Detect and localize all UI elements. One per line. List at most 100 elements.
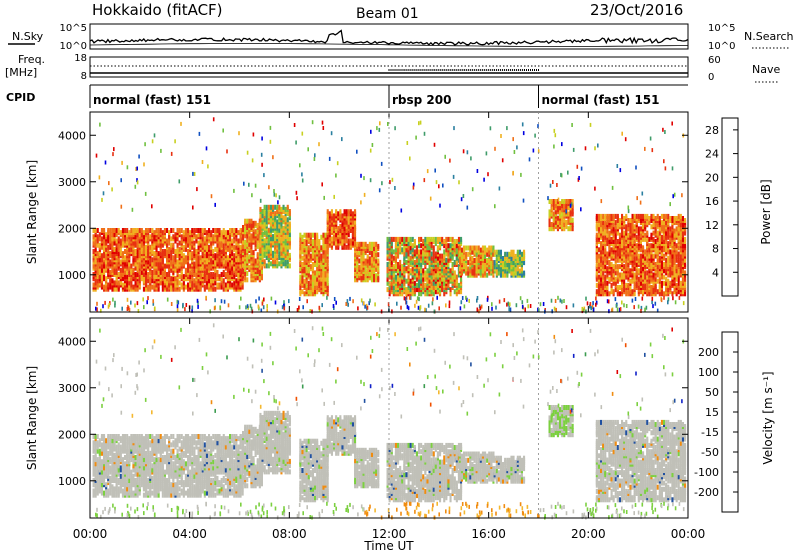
station-title: Hokkaido (fitACF) — [92, 1, 223, 19]
date-title: 23/Oct/2016 — [590, 1, 683, 19]
power-cell — [337, 230, 340, 236]
power-cell — [639, 213, 642, 219]
power-cell — [107, 282, 110, 288]
power-cell — [299, 278, 302, 284]
power-cell — [510, 270, 513, 276]
power-cell — [201, 236, 204, 242]
power-cell — [375, 262, 378, 268]
power-cell — [552, 211, 555, 217]
power-cell — [631, 213, 634, 219]
power-cell — [242, 243, 245, 249]
power-cell — [608, 276, 611, 282]
power-cell — [368, 241, 371, 247]
power-cell — [235, 240, 238, 246]
power-cell — [286, 217, 289, 223]
power-cell — [364, 241, 367, 247]
power-cell — [299, 274, 302, 280]
power-cell — [284, 206, 287, 212]
power-cell — [280, 221, 283, 227]
power-cell — [366, 254, 369, 260]
power-cell — [145, 249, 148, 254]
power-cell — [276, 219, 279, 225]
power-cell — [595, 213, 598, 219]
power-cell — [259, 234, 262, 240]
power-cell — [233, 228, 236, 233]
power-cell — [422, 268, 425, 274]
power-cell — [320, 234, 323, 240]
power-cell — [610, 213, 613, 219]
power-cell — [212, 259, 215, 265]
power-cell — [189, 230, 192, 236]
power-cell — [145, 269, 148, 275]
power-cell — [224, 272, 227, 277]
power-cell — [142, 230, 145, 236]
power-cell — [492, 245, 495, 251]
power-cell — [239, 249, 242, 254]
power-cell — [658, 216, 661, 221]
power-cell — [368, 260, 371, 266]
power-cell — [418, 270, 421, 276]
power-cell — [145, 263, 148, 269]
power-cell — [210, 272, 213, 277]
power-cell — [420, 278, 423, 284]
power-cell — [326, 244, 329, 250]
power-cell — [600, 241, 603, 247]
power-cell — [246, 248, 249, 253]
power-cell — [518, 260, 521, 266]
power-cell — [597, 262, 600, 267]
power-cell — [358, 271, 361, 277]
power-cell — [441, 236, 444, 242]
power-cell — [233, 253, 236, 259]
power-cell — [443, 276, 446, 282]
power-cell — [326, 257, 329, 263]
power-cell — [571, 209, 574, 215]
power-cell — [621, 213, 624, 219]
power-cell — [424, 282, 427, 288]
power-cell — [548, 217, 551, 223]
power-cell — [409, 268, 412, 274]
power-cell — [373, 250, 376, 256]
power-cell — [600, 262, 603, 267]
power-cell — [113, 267, 116, 273]
power-cell — [222, 242, 225, 248]
power-cell — [510, 249, 513, 255]
power-cell — [142, 246, 145, 252]
power-cell — [401, 247, 404, 253]
power-cell — [163, 228, 166, 233]
power-cell — [239, 263, 242, 269]
power-cell — [184, 232, 187, 238]
power-cell — [413, 259, 416, 265]
power-cell — [138, 278, 141, 284]
power-cell — [117, 236, 120, 242]
power-cell — [189, 278, 192, 284]
power-cell — [386, 249, 389, 255]
power-cell — [229, 274, 232, 280]
power-cell — [280, 213, 283, 219]
power-cell — [434, 289, 437, 295]
power-cell — [409, 255, 412, 261]
power-cell — [415, 282, 418, 288]
power-cell — [205, 251, 208, 257]
power-cell — [299, 232, 302, 238]
power-cell — [420, 249, 423, 255]
power-cell — [269, 204, 272, 210]
power-cell — [432, 280, 435, 286]
power-cell — [259, 238, 262, 244]
power-cell — [436, 236, 439, 242]
power-cell — [254, 229, 257, 235]
power-cell — [107, 267, 110, 273]
power-cell — [409, 245, 412, 251]
power-cell — [608, 213, 611, 219]
power-cell — [203, 278, 206, 284]
power-cell — [229, 246, 232, 252]
power-cell — [259, 206, 262, 212]
power-cell — [254, 241, 257, 247]
power-cell — [345, 244, 348, 250]
power-cell — [128, 276, 131, 282]
power-cell — [508, 268, 511, 274]
power-cell — [567, 199, 570, 204]
power-cell — [246, 277, 249, 283]
power-cell — [176, 246, 179, 252]
power-cell — [434, 236, 437, 242]
power-cell — [174, 232, 177, 238]
